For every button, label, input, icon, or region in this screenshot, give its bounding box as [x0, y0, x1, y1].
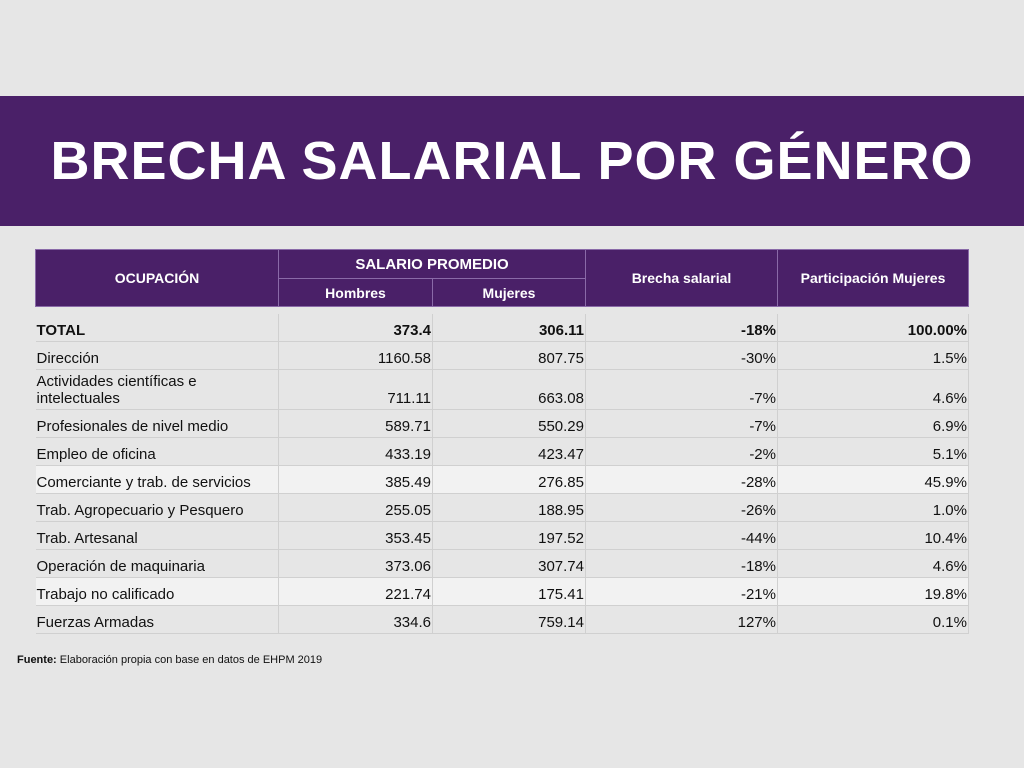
cell: 19.8%	[777, 577, 969, 606]
cell: -7%	[585, 409, 778, 438]
cell: -28%	[585, 465, 778, 494]
row-label: TOTAL	[35, 313, 279, 342]
table-row: Actividades científicas e intelectuales 7…	[35, 369, 969, 410]
row-label: Comerciante y trab. de servicios	[35, 465, 279, 494]
cell: -21%	[585, 577, 778, 606]
table-row: TOTAL 373.4 306.11 -18% 100.00%	[35, 313, 969, 342]
cell: 373.4	[278, 313, 433, 342]
footnote: Fuente: Elaboración propia con base en d…	[17, 654, 322, 666]
cell: 255.05	[278, 493, 433, 522]
table-row: Dirección 1160.58 807.75 -30% 1.5%	[35, 341, 969, 370]
cell: 276.85	[432, 465, 586, 494]
cell: 100.00%	[777, 313, 969, 342]
cell: 45.9%	[777, 465, 969, 494]
row-label: Trabajo no calificado	[35, 577, 279, 606]
row-label: Actividades científicas e intelectuales	[35, 369, 279, 410]
footnote-label: Fuente:	[17, 654, 57, 666]
cell: 334.6	[278, 605, 433, 634]
table-row: Trab. Agropecuario y Pesquero 255.05 188.9…	[35, 493, 969, 522]
header-cell: SALARIO PROMEDIO	[278, 249, 586, 279]
cell: 307.74	[432, 549, 586, 578]
cell: 1.0%	[777, 493, 969, 522]
row-label: Trab. Agropecuario y Pesquero	[35, 493, 279, 522]
cell: 4.6%	[777, 369, 969, 410]
table-row: Fuerzas Armadas 334.6 759.14 127% 0.1%	[35, 605, 969, 634]
header-cell: Hombres	[278, 278, 433, 307]
header-cell: OCUPACIÓN	[35, 249, 279, 307]
title: BRECHA SALARIAL POR GÉNERO	[50, 131, 974, 191]
cell: 550.29	[432, 409, 586, 438]
cell: 221.74	[278, 577, 433, 606]
cell: 663.08	[432, 369, 586, 410]
cell: 373.06	[278, 549, 433, 578]
row-label: Trab. Artesanal	[35, 521, 279, 550]
table-row: Profesionales de nivel medio 589.71 550.29…	[35, 409, 969, 438]
row-label: Empleo de oficina	[35, 437, 279, 466]
cell: 385.49	[278, 465, 433, 494]
cell: 1.5%	[777, 341, 969, 370]
cell: 1160.58	[278, 341, 433, 370]
cell: 188.95	[432, 493, 586, 522]
cell: -18%	[585, 313, 778, 342]
cell: 589.71	[278, 409, 433, 438]
row-label: Operación de maquinaria	[35, 549, 279, 578]
cell: -7%	[585, 369, 778, 410]
cell: -30%	[585, 341, 778, 370]
header-cell: Participación Mujeres	[777, 249, 969, 307]
cell: 175.41	[432, 577, 586, 606]
table-row: Operación de maquinaria 373.06 307.74 -18% 4…	[35, 549, 969, 578]
cell: 759.14	[432, 605, 586, 634]
cell: -26%	[585, 493, 778, 522]
cell: 4.6%	[777, 549, 969, 578]
footnote-text: Elaboración propia con base en datos de …	[59, 654, 323, 666]
row-label: Dirección	[35, 341, 279, 370]
cell: 306.11	[432, 313, 586, 342]
header-cell: Brecha salarial	[585, 249, 778, 307]
table-row: Trabajo no calificado 221.74 175.41 -21% 19.…	[35, 577, 969, 606]
cell: -2%	[585, 437, 778, 466]
cell: 127%	[585, 605, 778, 634]
table-body: TOTAL 373.4 306.11 -18% 100.00% Dirección 1160…	[35, 313, 969, 634]
table-row: Comerciante y trab. de servicios 385.49 27…	[35, 465, 969, 494]
table-row: Empleo de oficina 433.19 423.47 -2% 5.1%	[35, 437, 969, 466]
cell: 353.45	[278, 521, 433, 550]
row-label: Fuerzas Armadas	[35, 605, 279, 634]
title-band: BRECHA SALARIAL POR GÉNERO	[0, 96, 1024, 226]
cell: 6.9%	[777, 409, 969, 438]
spacer	[36, 307, 969, 314]
cell: -44%	[585, 521, 778, 550]
cell: -18%	[585, 549, 778, 578]
cell: 5.1%	[777, 437, 969, 466]
cell: 433.19	[278, 437, 433, 466]
cell: 10.4%	[777, 521, 969, 550]
header-cell: Mujeres	[432, 278, 586, 307]
cell: 0.1%	[777, 605, 969, 634]
cell: 711.11	[278, 369, 433, 410]
cell: 197.52	[432, 521, 586, 550]
table: OCUPACIÓN SALARIO PROMEDIO Brecha salarial…	[35, 249, 969, 634]
cell: 807.75	[432, 341, 586, 370]
table-row: Trab. Artesanal 353.45 197.52 -44% 10.4%	[35, 521, 969, 550]
cell: 423.47	[432, 437, 586, 466]
row-label: Profesionales de nivel medio	[35, 409, 279, 438]
